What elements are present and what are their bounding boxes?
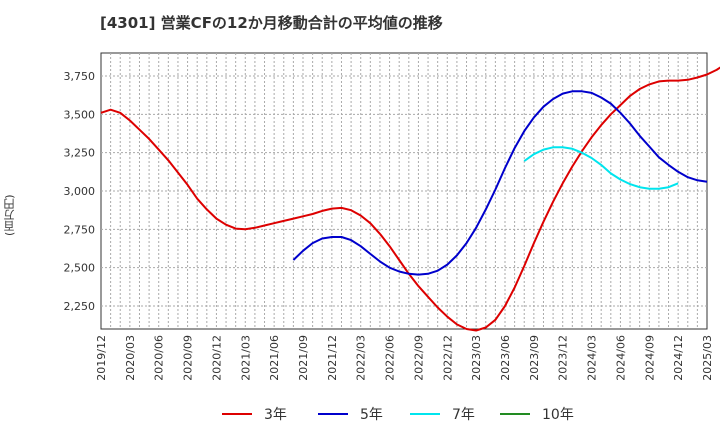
x-tick-label: 2020/12 — [210, 335, 223, 381]
series-lines — [100, 66, 720, 332]
x-tick-label: 2021/09 — [297, 335, 310, 381]
y-tick-label: 2,250 — [64, 300, 96, 313]
legend-swatch — [500, 413, 530, 415]
x-tick-label: 2019/12 — [95, 335, 108, 381]
y-tick-label: 3,500 — [64, 108, 96, 121]
legend: 3年 5年 7年 10年 — [0, 402, 720, 426]
x-tick-label: 2022/06 — [384, 335, 397, 381]
x-tick-label: 2020/03 — [124, 335, 137, 381]
chart-title: [4301] 営業CFの12か月移動合計の平均値の推移 — [100, 14, 443, 32]
x-tick-label: 2022/03 — [355, 335, 368, 381]
legend-item: 3年 — [222, 402, 287, 426]
legend-label: 5年 — [360, 407, 383, 423]
legend-item: 7年 — [410, 402, 475, 426]
legend-label: 7年 — [452, 407, 475, 423]
y-tick-label: 3,250 — [64, 147, 96, 160]
legend-swatch — [410, 413, 440, 415]
x-tick-label: 2023/06 — [499, 335, 512, 381]
legend-item: 10年 — [500, 402, 574, 426]
x-axis-ticks: 2019/12 2020/03 2020/06 2020/09 2020/12 2021/… — [95, 335, 714, 381]
legend-swatch — [318, 413, 348, 415]
y-tick-label: 2,750 — [64, 223, 96, 236]
legend-label: 3年 — [264, 407, 287, 423]
x-tick-label: 2024/12 — [672, 335, 685, 381]
x-tick-label: 2021/12 — [326, 335, 339, 381]
x-tick-label: 2022/09 — [412, 335, 425, 381]
x-tick-label: 2025/03 — [701, 335, 714, 381]
x-tick-label: 2024/03 — [586, 335, 599, 381]
y-tick-label: 3,750 — [64, 70, 96, 83]
y-axis-ticks: 2,250 2,500 2,750 3,000 3,250 3,500 3,750 — [64, 70, 96, 313]
x-tick-label: 2022/12 — [441, 335, 454, 381]
legend-item: 5年 — [318, 402, 383, 426]
y-tick-label: 3,000 — [64, 185, 96, 198]
x-tick-label: 2020/09 — [182, 335, 195, 381]
x-tick-label: 2024/06 — [614, 335, 627, 381]
x-tick-label: 2020/06 — [153, 335, 166, 381]
legend-label: 10年 — [542, 407, 574, 423]
y-tick-label: 2,500 — [64, 262, 96, 275]
x-tick-label: 2024/09 — [643, 335, 656, 381]
x-tick-label: 2021/03 — [239, 335, 252, 381]
series-line — [100, 66, 720, 332]
grid-lines — [101, 53, 707, 329]
x-tick-label: 2023/09 — [528, 335, 541, 381]
x-tick-label: 2021/06 — [268, 335, 281, 381]
x-tick-label: 2023/12 — [557, 335, 570, 381]
series-line — [523, 146, 679, 190]
series-line — [292, 90, 708, 276]
legend-swatch — [222, 413, 252, 415]
x-tick-label: 2023/03 — [470, 335, 483, 381]
